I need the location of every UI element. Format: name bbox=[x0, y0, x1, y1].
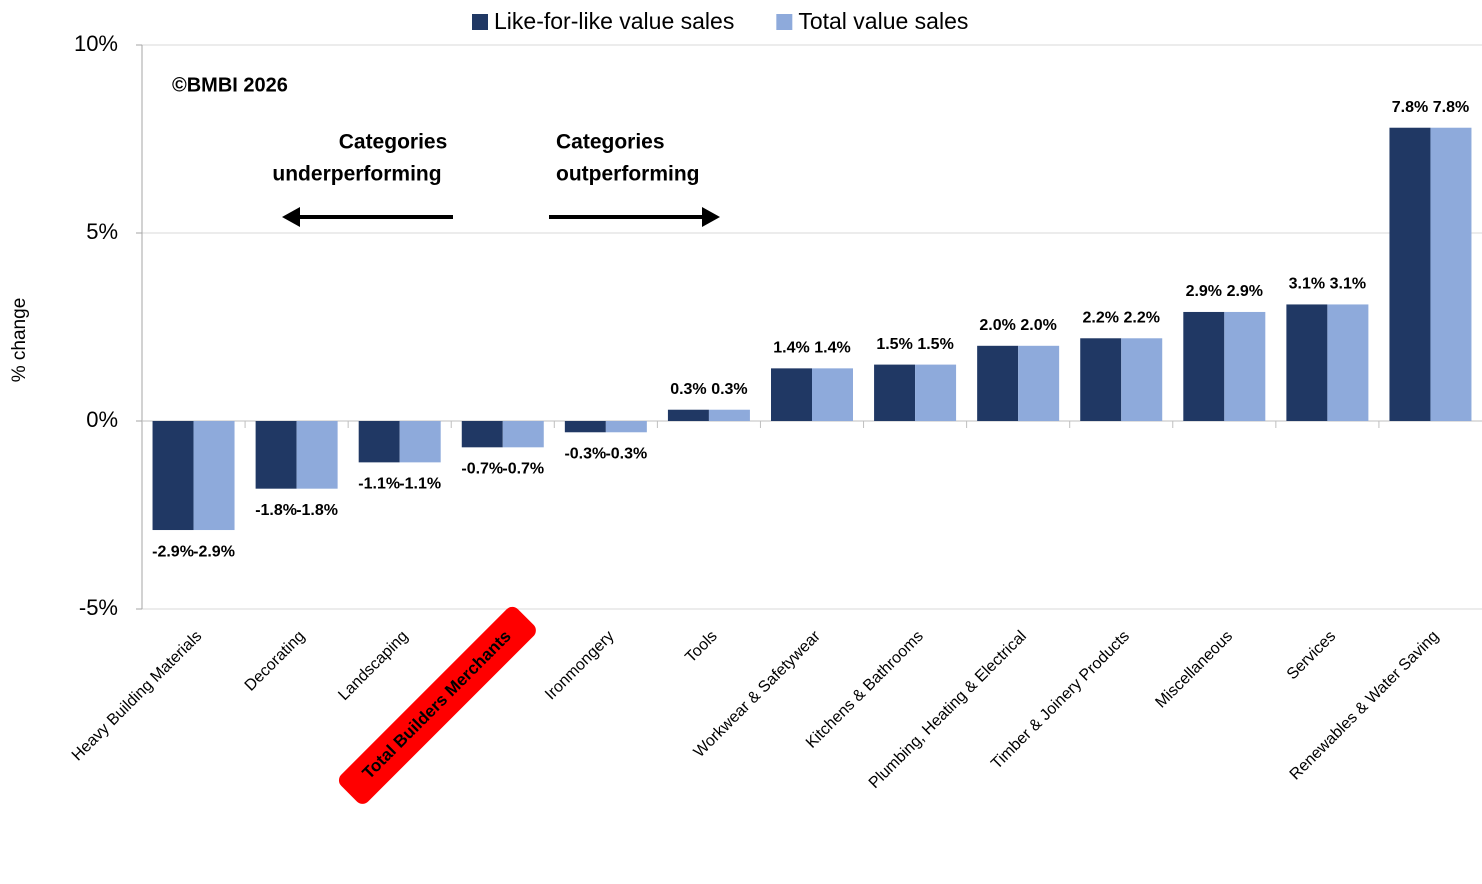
value-label: 1.5% bbox=[917, 336, 953, 353]
y-tick-label: 10% bbox=[74, 31, 118, 56]
annotation: Categories bbox=[556, 131, 665, 154]
x-tick-label: Services bbox=[1284, 628, 1339, 683]
x-tick-label: Kitchens & Bathrooms bbox=[803, 628, 927, 752]
value-label: 1.4% bbox=[814, 340, 850, 357]
annotation: underperforming bbox=[272, 163, 441, 186]
bar bbox=[1327, 304, 1369, 421]
bar bbox=[667, 409, 709, 421]
x-tick: Ironmongery bbox=[542, 628, 618, 704]
legend-label: Total value sales bbox=[798, 8, 968, 34]
highlight-box bbox=[338, 606, 536, 804]
value-label: 0.3% bbox=[670, 381, 706, 398]
copyright: ©BMBI 2026 bbox=[172, 74, 288, 96]
value-label: -1.8% bbox=[296, 502, 338, 519]
value-label: 2.0% bbox=[979, 317, 1015, 334]
bar bbox=[255, 421, 297, 489]
x-tick-label: Ironmongery bbox=[542, 628, 618, 704]
x-tick-label: Decorating bbox=[242, 628, 309, 695]
value-label: -1.1% bbox=[399, 476, 441, 493]
value-label: 7.8% bbox=[1433, 99, 1469, 116]
x-tick-label: Landscaping bbox=[335, 628, 411, 704]
bar bbox=[564, 421, 606, 433]
x-tick: Miscellaneous bbox=[1152, 628, 1236, 712]
value-label: 2.9% bbox=[1186, 283, 1222, 300]
value-label: 2.2% bbox=[1123, 309, 1159, 326]
bar bbox=[1018, 345, 1060, 421]
y-tick-label: 0% bbox=[86, 407, 118, 432]
bar bbox=[812, 368, 853, 421]
value-label: -2.9% bbox=[152, 543, 194, 560]
x-tick: Landscaping bbox=[335, 628, 411, 704]
y-axis-label: % change bbox=[9, 298, 30, 383]
value-label: -0.7% bbox=[502, 461, 544, 478]
value-label: 7.8% bbox=[1392, 99, 1428, 116]
bar bbox=[771, 368, 812, 421]
legend-label: Like-for-like value sales bbox=[494, 8, 734, 34]
bar bbox=[399, 421, 441, 463]
value-label: -0.3% bbox=[605, 445, 647, 462]
value-label: -0.3% bbox=[564, 445, 606, 462]
value-label: 1.4% bbox=[773, 340, 809, 357]
legend-swatch bbox=[472, 14, 488, 30]
value-label: -0.7% bbox=[461, 461, 503, 478]
value-label: -1.1% bbox=[358, 476, 400, 493]
bar bbox=[1224, 311, 1266, 421]
bar bbox=[461, 421, 503, 448]
bar bbox=[605, 421, 647, 433]
value-label: 3.1% bbox=[1330, 276, 1366, 293]
y-tick-label: -5% bbox=[79, 595, 118, 620]
x-tick: Services bbox=[1284, 628, 1339, 683]
x-tick-label: Tools bbox=[682, 628, 720, 666]
bar bbox=[502, 421, 544, 448]
value-label: 3.1% bbox=[1289, 276, 1325, 293]
x-tick: Tools bbox=[682, 628, 720, 666]
value-label: 2.9% bbox=[1227, 283, 1263, 300]
bar bbox=[358, 421, 400, 463]
y-tick-label: 5% bbox=[86, 219, 118, 244]
legend-swatch bbox=[776, 14, 793, 30]
bar bbox=[193, 421, 235, 531]
bar bbox=[977, 345, 1019, 421]
x-tick: Decorating bbox=[242, 628, 309, 695]
x-tick-label: Heavy Building Materials bbox=[69, 628, 206, 765]
arrow-head bbox=[282, 207, 300, 227]
bar bbox=[1389, 127, 1431, 421]
value-label: 0.3% bbox=[711, 381, 747, 398]
annotation: Categories bbox=[339, 131, 448, 154]
bar bbox=[1080, 338, 1122, 421]
annotation: outperforming bbox=[556, 163, 699, 186]
bar bbox=[1121, 338, 1163, 421]
value-label: 2.2% bbox=[1082, 309, 1118, 326]
value-label: -2.9% bbox=[193, 543, 235, 560]
x-tick-label: Miscellaneous bbox=[1152, 628, 1236, 712]
bar bbox=[1183, 311, 1225, 421]
arrow-head bbox=[702, 207, 720, 227]
bar bbox=[152, 421, 194, 531]
x-tick: Total Builders Merchants bbox=[338, 606, 536, 804]
bar bbox=[1430, 127, 1472, 421]
bar bbox=[708, 409, 750, 421]
value-label: -1.8% bbox=[255, 502, 297, 519]
bar bbox=[1286, 304, 1328, 421]
value-label: 1.5% bbox=[876, 336, 912, 353]
bar bbox=[296, 421, 338, 489]
x-tick: Kitchens & Bathrooms bbox=[803, 628, 927, 752]
value-label: 2.0% bbox=[1020, 317, 1056, 334]
bar bbox=[915, 364, 957, 421]
x-tick: Heavy Building Materials bbox=[69, 628, 206, 765]
bar bbox=[874, 364, 916, 421]
